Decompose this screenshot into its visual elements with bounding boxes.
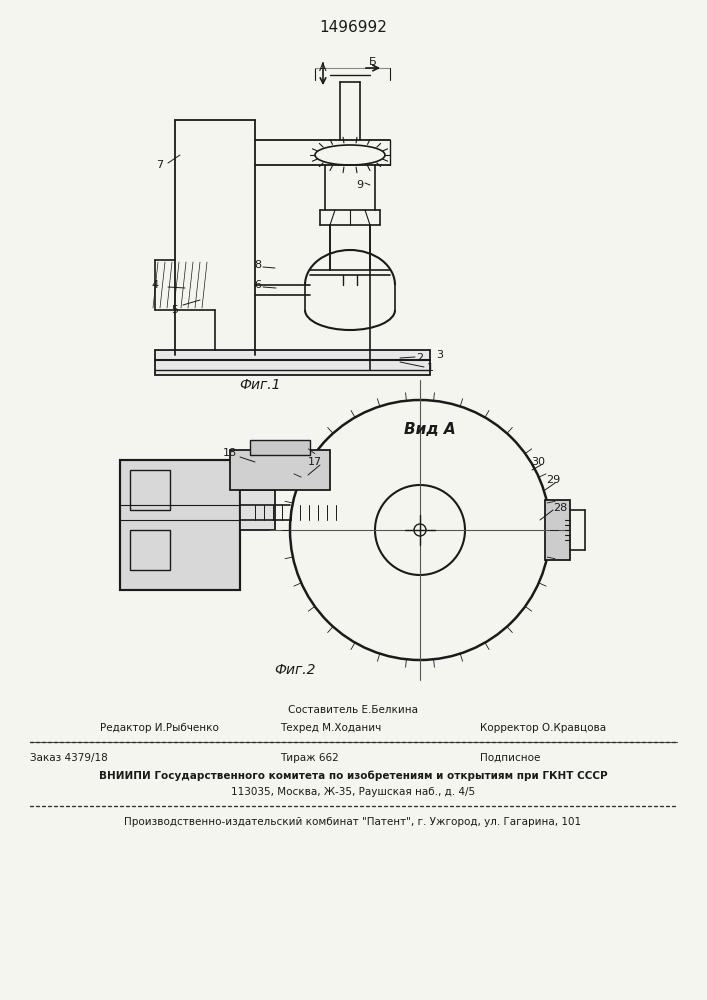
Text: 113035, Москва, Ж-35, Раушская наб., д. 4/5: 113035, Москва, Ж-35, Раушская наб., д. … [231, 787, 475, 797]
Bar [120, 460, 240, 590]
Text: Редактор И.Рыбченко: Редактор И.Рыбченко [100, 723, 219, 733]
Bar [230, 450, 330, 490]
Bar [130, 470, 170, 510]
Text: 30: 30 [531, 457, 545, 467]
Text: Заказ 4379/18: Заказ 4379/18 [30, 753, 107, 763]
Text: Корректор О.Кравцова: Корректор О.Кравцова [480, 723, 606, 733]
Text: Составитель Е.Белкина: Составитель Е.Белкина [288, 705, 418, 715]
Bar [545, 500, 570, 560]
Text: Подписное: Подписное [480, 753, 540, 763]
Text: ВНИИПИ Государственного комитета по изобретениям и открытиям при ГКНТ СССР: ВНИИПИ Государственного комитета по изоб… [99, 771, 607, 781]
Text: 6: 6 [255, 280, 262, 290]
Text: Тираж 662: Тираж 662 [280, 753, 339, 763]
Text: 7: 7 [156, 160, 163, 170]
Text: 4: 4 [151, 280, 158, 290]
Bar [120, 460, 240, 590]
Bar [240, 490, 275, 530]
Text: 17: 17 [308, 457, 322, 467]
Text: 9: 9 [356, 180, 363, 190]
Text: Фиг.2: Фиг.2 [274, 663, 316, 677]
Text: 1: 1 [426, 363, 433, 373]
Bar [250, 440, 310, 455]
Text: 2: 2 [416, 353, 423, 363]
Text: А: А [319, 63, 327, 73]
Text: 3: 3 [436, 350, 443, 360]
Text: 1496992: 1496992 [319, 20, 387, 35]
Text: Вид А: Вид А [404, 422, 456, 438]
Text: Производственно-издательский комбинат "Патент", г. Ужгород, ул. Гагарина, 101: Производственно-издательский комбинат "П… [124, 817, 582, 827]
Bar [130, 530, 170, 570]
Text: 28: 28 [553, 503, 567, 513]
Text: 5: 5 [172, 305, 178, 315]
Text: 29: 29 [546, 475, 560, 485]
Text: Б: Б [369, 57, 377, 67]
Text: Техред М.Ходанич: Техред М.Ходанич [280, 723, 381, 733]
Text: 18: 18 [223, 448, 237, 458]
Bar [155, 350, 430, 375]
Text: 8: 8 [255, 260, 262, 270]
Text: Фиг.1: Фиг.1 [239, 378, 281, 392]
